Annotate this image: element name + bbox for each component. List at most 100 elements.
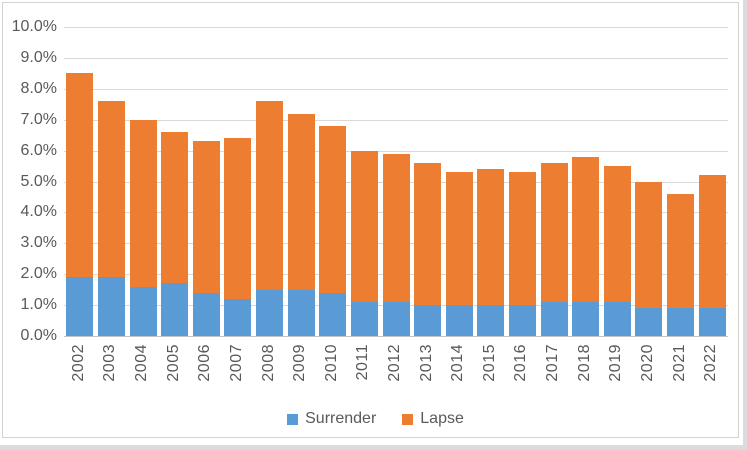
bar-2008 xyxy=(256,101,284,336)
bar-segment-lapse-2003 xyxy=(97,101,125,278)
x-tick-label-2016: 2016 xyxy=(512,344,530,382)
x-tick-label-2022: 2022 xyxy=(702,344,720,382)
bar-segment-surrender-2016 xyxy=(508,305,536,336)
x-tick-label-2003: 2003 xyxy=(101,344,119,382)
y-tick-label: 2.0% xyxy=(20,265,57,283)
x-tick-label-2010: 2010 xyxy=(322,344,340,382)
surrender-swatch-icon xyxy=(287,413,299,425)
screen-edge-bottom xyxy=(0,445,747,450)
bar-segment-surrender-2018 xyxy=(572,302,600,336)
gridline xyxy=(64,57,728,59)
bar-segment-surrender-2011 xyxy=(350,302,378,336)
bar-2004 xyxy=(129,119,157,336)
bar-2005 xyxy=(161,132,189,336)
lapse-swatch-icon xyxy=(402,413,414,425)
legend: Surrender Lapse xyxy=(3,410,747,428)
x-tick-label-2014: 2014 xyxy=(449,344,467,382)
bar-segment-surrender-2017 xyxy=(540,302,568,336)
bar-segment-lapse-2018 xyxy=(572,156,600,302)
y-tick-label: 5.0% xyxy=(20,172,57,190)
x-tick-label-2015: 2015 xyxy=(480,344,498,382)
y-tick-label: 3.0% xyxy=(20,234,57,252)
bar-segment-lapse-2010 xyxy=(319,125,347,293)
bar-2017 xyxy=(540,162,568,336)
legend-item-surrender: Surrender xyxy=(287,410,376,428)
x-tick-label-2011: 2011 xyxy=(354,344,372,381)
y-tick-label: 9.0% xyxy=(20,48,57,66)
bar-2002 xyxy=(66,73,94,336)
bar-2021 xyxy=(667,193,695,336)
bar-2020 xyxy=(635,181,663,336)
bar-2022 xyxy=(698,175,726,336)
x-tick-label-2009: 2009 xyxy=(291,344,309,382)
x-tick-label-2008: 2008 xyxy=(259,344,277,382)
x-tick-label-2020: 2020 xyxy=(638,344,656,382)
x-tick-label-2007: 2007 xyxy=(227,344,245,382)
bar-segment-surrender-2005 xyxy=(161,283,189,336)
bar-segment-surrender-2004 xyxy=(129,286,157,336)
bar-segment-surrender-2012 xyxy=(382,302,410,336)
bar-segment-lapse-2007 xyxy=(224,138,252,299)
bar-segment-lapse-2017 xyxy=(540,162,568,302)
bar-segment-surrender-2022 xyxy=(698,308,726,336)
gridline xyxy=(64,150,728,152)
bar-segment-surrender-2002 xyxy=(66,277,94,336)
bar-segment-surrender-2013 xyxy=(414,305,442,336)
gridline xyxy=(64,119,728,121)
bar-segment-surrender-2020 xyxy=(635,308,663,336)
bar-segment-surrender-2010 xyxy=(319,292,347,336)
x-tick-label-2017: 2017 xyxy=(544,344,562,382)
screen-edge-right xyxy=(743,0,747,450)
legend-label-surrender: Surrender xyxy=(305,410,377,427)
bar-2019 xyxy=(603,166,631,336)
x-tick-label-2021: 2021 xyxy=(670,344,688,382)
bar-2011 xyxy=(350,150,378,336)
bar-2006 xyxy=(192,141,220,336)
bar-segment-surrender-2008 xyxy=(256,289,284,336)
bar-segment-surrender-2007 xyxy=(224,298,252,336)
chart-frame: 0.0% 1.0% 2.0% 3.0% 4.0% 5.0% 6.0% 7.0% 8.0% 9.0%… xyxy=(2,2,739,438)
bar-segment-surrender-2003 xyxy=(97,277,125,336)
bar-segment-lapse-2005 xyxy=(161,132,189,284)
bar-2013 xyxy=(414,162,442,336)
bar-segment-surrender-2014 xyxy=(445,305,473,336)
bar-segment-lapse-2011 xyxy=(350,150,378,302)
bar-segment-lapse-2009 xyxy=(287,113,315,290)
legend-label-lapse: Lapse xyxy=(420,410,464,427)
bar-segment-lapse-2015 xyxy=(477,169,505,306)
gridline xyxy=(64,88,728,90)
x-tick-label-2012: 2012 xyxy=(386,344,403,382)
x-tick-label-2002: 2002 xyxy=(69,344,87,382)
bar-segment-lapse-2002 xyxy=(66,73,94,278)
x-tick-label-2004: 2004 xyxy=(133,344,151,382)
bar-segment-surrender-2021 xyxy=(667,308,695,336)
bar-segment-lapse-2006 xyxy=(192,141,220,293)
bar-2015 xyxy=(477,169,505,336)
bar-2007 xyxy=(224,138,252,336)
x-tick-label-2018: 2018 xyxy=(575,344,593,382)
bar-2012 xyxy=(382,153,410,336)
bar-segment-lapse-2016 xyxy=(508,172,536,306)
x-axis-line xyxy=(64,336,728,337)
bar-2016 xyxy=(508,172,536,336)
y-tick-label: 7.0% xyxy=(20,110,57,128)
x-tick-label-2005: 2005 xyxy=(164,344,182,382)
gridline xyxy=(64,27,728,28)
bar-segment-lapse-2021 xyxy=(667,193,695,309)
bar-segment-surrender-2015 xyxy=(477,305,505,336)
bar-2009 xyxy=(287,113,315,336)
y-tick-label: 8.0% xyxy=(20,79,57,97)
bar-segment-surrender-2009 xyxy=(287,289,315,336)
bar-segment-surrender-2006 xyxy=(192,292,220,336)
bar-2014 xyxy=(445,172,473,336)
y-tick-label: 6.0% xyxy=(20,141,57,159)
bar-segment-lapse-2014 xyxy=(445,172,473,306)
bar-2003 xyxy=(97,101,125,336)
y-tick-label: 10.0% xyxy=(11,18,57,35)
y-tick-label: 0.0% xyxy=(20,327,57,344)
bar-segment-lapse-2013 xyxy=(414,162,442,306)
y-tick-label: 1.0% xyxy=(20,296,57,314)
x-tick-label-2013: 2013 xyxy=(417,344,435,382)
x-tick-label-2006: 2006 xyxy=(196,344,214,382)
bar-segment-lapse-2004 xyxy=(129,119,157,287)
